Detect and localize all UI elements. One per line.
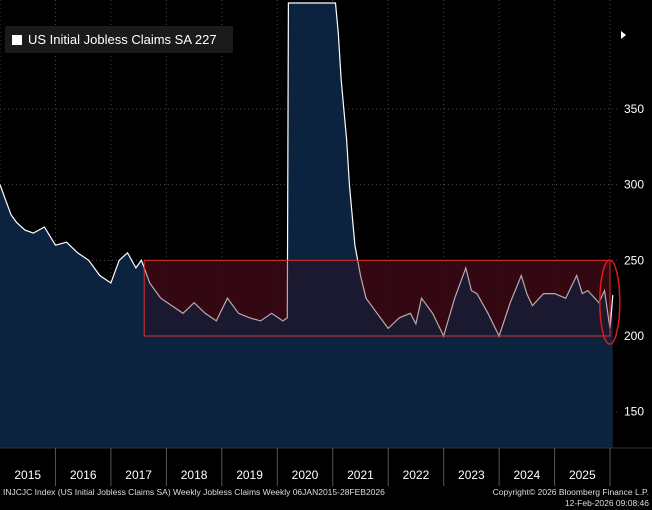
x-tick-label-2021: 2021 xyxy=(347,468,374,482)
last-value-arrow xyxy=(621,31,626,39)
y-tick-label-350: 350 xyxy=(624,102,644,116)
footer-copyright: Copyright© 2026 Bloomberg Finance L.P. 1… xyxy=(493,487,649,509)
chart-svg: 150 200 250 300 350 2015 2016 2017 2018 2019 2020… xyxy=(0,0,652,486)
footer-source: INJCJC Index (US Initial Jobless Claims … xyxy=(3,487,385,497)
x-tick-label-2017: 2017 xyxy=(125,468,152,482)
legend-swatch xyxy=(12,34,22,45)
x-tick-label-2020: 2020 xyxy=(292,468,319,482)
x-tick-label-2023: 2023 xyxy=(458,468,485,482)
x-tick-label-2016: 2016 xyxy=(70,468,97,482)
series-line xyxy=(0,2,614,338)
x-axis: 2015 2016 2017 2018 2019 2020 2021 2022 2023 2024… xyxy=(0,447,652,486)
highlight-ellipse xyxy=(599,259,621,345)
y-tick-label-150: 150 xyxy=(624,405,644,419)
x-tick-label-2019: 2019 xyxy=(236,468,263,482)
last-value-marker xyxy=(599,31,626,345)
footer-copyright-line: Copyright© 2026 Bloomberg Finance L.P. xyxy=(492,487,649,497)
x-tick-label-2025: 2025 xyxy=(569,468,596,482)
legend-label: US Initial Jobless Claims SA 227 xyxy=(28,32,217,47)
chart-legend: US Initial Jobless Claims SA 227 xyxy=(5,26,233,53)
footer-timestamp: 12-Feb-2026 09:08:46 xyxy=(564,498,649,508)
y-axis: 150 200 250 300 350 xyxy=(624,102,644,419)
band-lines-group xyxy=(143,259,611,337)
x-tick-label-2018: 2018 xyxy=(181,468,208,482)
y-tick-label-300: 300 xyxy=(624,178,644,192)
x-tick-label-2022: 2022 xyxy=(403,468,430,482)
band-border xyxy=(143,259,611,337)
y-tick-label-250: 250 xyxy=(624,253,644,267)
x-tick-label-2024: 2024 xyxy=(513,468,540,482)
x-tick-label-2015: 2015 xyxy=(14,468,41,482)
series-area xyxy=(0,3,613,448)
series-group xyxy=(0,2,614,448)
y-tick-label-200: 200 xyxy=(624,329,644,343)
